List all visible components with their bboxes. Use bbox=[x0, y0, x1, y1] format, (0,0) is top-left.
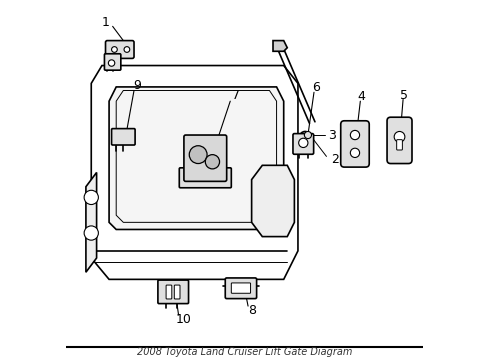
Circle shape bbox=[393, 131, 404, 142]
Text: 7: 7 bbox=[231, 89, 239, 102]
Text: 5: 5 bbox=[399, 89, 407, 102]
Circle shape bbox=[349, 148, 359, 157]
Polygon shape bbox=[251, 165, 294, 237]
Circle shape bbox=[299, 131, 310, 142]
Text: 10: 10 bbox=[175, 313, 191, 326]
FancyBboxPatch shape bbox=[396, 140, 402, 150]
Circle shape bbox=[108, 60, 115, 66]
Circle shape bbox=[298, 138, 307, 148]
FancyBboxPatch shape bbox=[231, 283, 250, 293]
FancyBboxPatch shape bbox=[174, 285, 180, 299]
Text: 1: 1 bbox=[102, 16, 109, 29]
FancyBboxPatch shape bbox=[292, 134, 313, 154]
Circle shape bbox=[205, 155, 219, 169]
FancyBboxPatch shape bbox=[225, 278, 256, 298]
Circle shape bbox=[304, 131, 311, 139]
FancyBboxPatch shape bbox=[105, 41, 134, 58]
FancyBboxPatch shape bbox=[158, 280, 188, 303]
Polygon shape bbox=[109, 87, 283, 229]
FancyBboxPatch shape bbox=[183, 135, 226, 181]
Text: 6: 6 bbox=[311, 81, 319, 94]
FancyBboxPatch shape bbox=[104, 54, 121, 70]
Polygon shape bbox=[86, 172, 97, 272]
Text: 3: 3 bbox=[327, 129, 335, 141]
FancyBboxPatch shape bbox=[386, 117, 411, 163]
Text: 9: 9 bbox=[133, 78, 141, 92]
FancyBboxPatch shape bbox=[340, 121, 368, 167]
Text: 2008 Toyota Land Cruiser Lift Gate Diagram: 2008 Toyota Land Cruiser Lift Gate Diagr… bbox=[137, 347, 351, 357]
FancyBboxPatch shape bbox=[166, 285, 171, 299]
Text: 2: 2 bbox=[331, 153, 339, 166]
Circle shape bbox=[124, 47, 129, 52]
Circle shape bbox=[84, 190, 98, 204]
FancyBboxPatch shape bbox=[179, 168, 231, 188]
Text: 8: 8 bbox=[248, 304, 256, 317]
Circle shape bbox=[84, 226, 98, 240]
Circle shape bbox=[349, 130, 359, 140]
Text: 4: 4 bbox=[357, 90, 365, 103]
Polygon shape bbox=[272, 41, 286, 51]
Circle shape bbox=[189, 146, 206, 163]
FancyBboxPatch shape bbox=[111, 129, 135, 145]
Circle shape bbox=[111, 47, 117, 52]
